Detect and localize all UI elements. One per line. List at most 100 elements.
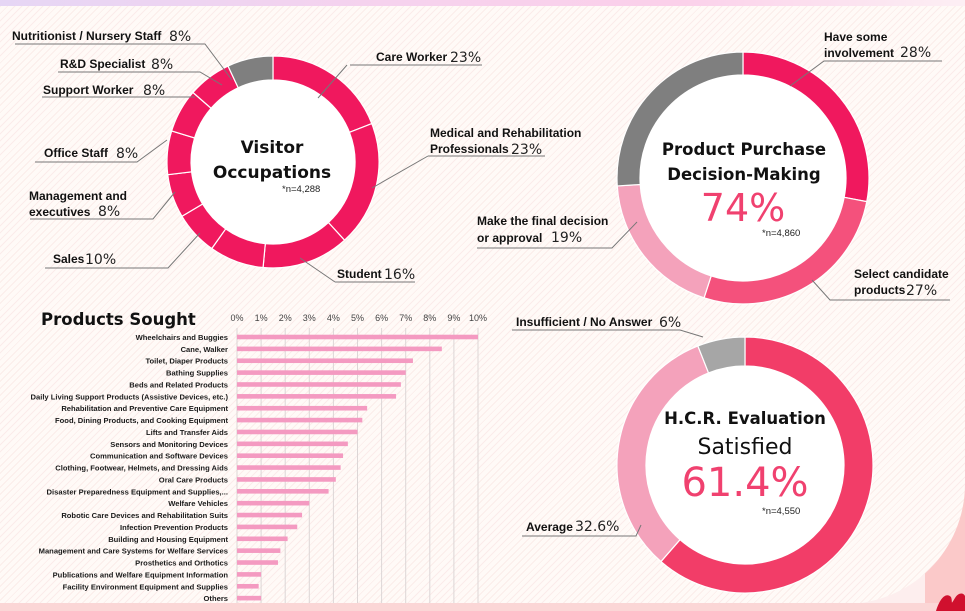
purchase-decision-center: Product Purchase Decision-Making 74% *n=… bbox=[662, 140, 826, 239]
bar-infection-prevention-products bbox=[237, 524, 298, 530]
donut-hole bbox=[640, 75, 846, 281]
visitor-occupations-leaders bbox=[15, 43, 545, 283]
purchase-label-text: involvement bbox=[824, 46, 894, 60]
occ-label-text: R&D Specialist bbox=[60, 57, 145, 71]
occ-label-value: 16% bbox=[384, 267, 415, 283]
category-label: Daily Living Support Products (Assistive… bbox=[31, 392, 229, 401]
bar-building-and-housing-equipment bbox=[237, 536, 288, 542]
purchase-label-text: Select candidate bbox=[854, 267, 949, 281]
hcr-title: H.C.R. Evaluation bbox=[664, 409, 826, 428]
bar-prosthetics-and-orthotics bbox=[237, 560, 278, 565]
hcr-evaluation-donut bbox=[616, 336, 874, 594]
purchase-label-value: 19% bbox=[551, 230, 582, 246]
visitor-occupations-sample-size: *n=4,288 bbox=[282, 184, 320, 195]
x-tick-label: 3% bbox=[303, 313, 316, 323]
slice-insufficient-no-answer bbox=[697, 336, 746, 374]
purchase-label-select-candidate: Select candidate products 27% bbox=[854, 267, 949, 299]
category-label: Clothing, Footwear, Helmets, and Dressin… bbox=[55, 464, 228, 473]
x-tick-label: 0% bbox=[230, 313, 243, 323]
hcr-subtitle: Satisfied bbox=[697, 435, 792, 460]
category-label: Others bbox=[204, 594, 228, 603]
visitor-occupations-title-line1: Visitor bbox=[241, 138, 304, 158]
occ-label-value: 23% bbox=[450, 50, 481, 66]
bar-management-and-care-systems-for-welfare-services bbox=[237, 548, 281, 553]
occ-label-text: Student bbox=[337, 267, 382, 281]
occ-label-student: Student 16% bbox=[337, 267, 415, 283]
brand-logo-fragment bbox=[936, 593, 965, 611]
products-sought-categories: Wheelchairs and Buggies Cane, Walker Toile… bbox=[31, 333, 229, 603]
bar-rehabilitation-and-preventive-care-equipment bbox=[237, 405, 368, 411]
hcr-label-average: Average 32.6% bbox=[526, 519, 619, 535]
x-tick-label: 2% bbox=[279, 313, 292, 323]
purchase-label-involvement: Have some involvement 28% bbox=[824, 30, 931, 61]
hcr-headline-value: 61.4% bbox=[681, 460, 808, 506]
x-tick-label: 1% bbox=[255, 313, 268, 323]
category-label: Wheelchairs and Buggies bbox=[136, 333, 228, 342]
purchase-title-line1: Product Purchase bbox=[662, 140, 826, 159]
x-tick-label: 6% bbox=[375, 313, 388, 323]
bar-sensors-and-monitoring-devices bbox=[237, 441, 348, 447]
purchase-label-text: Have some bbox=[824, 30, 888, 44]
category-label: Prosthetics and Orthotics bbox=[135, 559, 228, 568]
purchase-label-final-decision: Make the final decision or approval 19% bbox=[477, 214, 608, 246]
occ-label-office-staff: Office Staff 8% bbox=[44, 146, 138, 162]
occ-label-text: executives bbox=[29, 205, 91, 219]
category-label: Communication and Software Devices bbox=[90, 452, 228, 461]
category-label: Facility Environment Equipment and Suppl… bbox=[63, 582, 228, 591]
products-sought-bars bbox=[237, 334, 478, 601]
bar-others bbox=[237, 595, 262, 601]
occ-label-sales: Sales 10% bbox=[53, 252, 116, 268]
occ-label-text: Office Staff bbox=[44, 146, 109, 160]
slice-satisfied bbox=[660, 336, 874, 594]
visitor-occupations-title-line2: Occupations bbox=[213, 163, 331, 183]
x-tick-label: 7% bbox=[399, 313, 412, 323]
bar-food-dining-products-and-cooking-equipment bbox=[237, 417, 363, 423]
slice-support-worker bbox=[166, 130, 196, 176]
occ-label-care-worker: Care Worker 23% bbox=[376, 50, 481, 66]
bottom-band bbox=[0, 603, 965, 611]
bar-communication-and-software-devices bbox=[237, 453, 344, 458]
occ-label-text: Professionals bbox=[430, 142, 509, 156]
hcr-label-value: 32.6% bbox=[575, 519, 619, 535]
donut-hole bbox=[191, 80, 355, 244]
occ-label-management: Management and executives 8% bbox=[29, 189, 127, 220]
occ-label-value: 23% bbox=[511, 142, 542, 158]
hcr-leaders bbox=[512, 329, 704, 537]
occ-label-text: Care Worker bbox=[376, 50, 447, 64]
category-label: Bathing Supplies bbox=[166, 369, 228, 378]
category-label: Cane, Walker bbox=[181, 345, 228, 354]
hcr-label-insufficient: Insufficient / No Answer 6% bbox=[516, 315, 681, 331]
occ-label-text: Sales bbox=[53, 252, 85, 266]
occ-label-text: Medical and Rehabilitation bbox=[430, 126, 581, 140]
occ-label-value: 8% bbox=[143, 83, 165, 99]
purchase-decision-donut bbox=[616, 51, 870, 305]
occ-label-support-worker: Support Worker 8% bbox=[43, 83, 165, 99]
category-label: Rehabilitation and Preventive Care Equip… bbox=[61, 404, 228, 413]
category-label: Disaster Preparedness Equipment and Supp… bbox=[47, 487, 228, 496]
bar-cane-walker bbox=[237, 346, 442, 352]
x-tick-label: 4% bbox=[327, 313, 340, 323]
category-label: Beds and Related Products bbox=[129, 380, 228, 389]
bar-wheelchairs-and-buggies bbox=[237, 334, 478, 340]
top-gradient-band bbox=[0, 0, 965, 6]
occ-label-text: Management and bbox=[29, 189, 127, 203]
category-label: Building and Housing Equipment bbox=[108, 535, 228, 544]
bar-toilet-diaper-products bbox=[237, 358, 413, 364]
purchase-title-line2: Decision-Making bbox=[667, 165, 820, 184]
purchase-label-value: 27% bbox=[906, 283, 937, 299]
bar-beds-and-related-products bbox=[237, 382, 401, 387]
x-tick-label: 8% bbox=[423, 313, 436, 323]
category-label: Publications and Welfare Equipment Infor… bbox=[53, 570, 229, 579]
hcr-sample-size: *n=4,550 bbox=[762, 506, 800, 517]
occ-label-value: 10% bbox=[85, 252, 116, 268]
category-label: Robotic Care Devices and Rehabilitation … bbox=[61, 511, 228, 520]
category-label: Toilet, Diaper Products bbox=[145, 357, 228, 366]
purchase-label-text: Make the final decision bbox=[477, 214, 608, 228]
purchase-sample-size: *n=4,860 bbox=[762, 228, 800, 239]
category-label: Sensors and Monitoring Devices bbox=[110, 440, 228, 449]
bar-publications-and-welfare-equipment-information bbox=[237, 572, 262, 577]
visitor-occupations-donut bbox=[166, 55, 380, 269]
bar-disaster-preparedness-equipment-and-supplies bbox=[237, 489, 329, 494]
bar-robotic-care-devices-and-rehabilitation-suits bbox=[237, 512, 303, 518]
purchase-label-value: 28% bbox=[900, 45, 931, 61]
